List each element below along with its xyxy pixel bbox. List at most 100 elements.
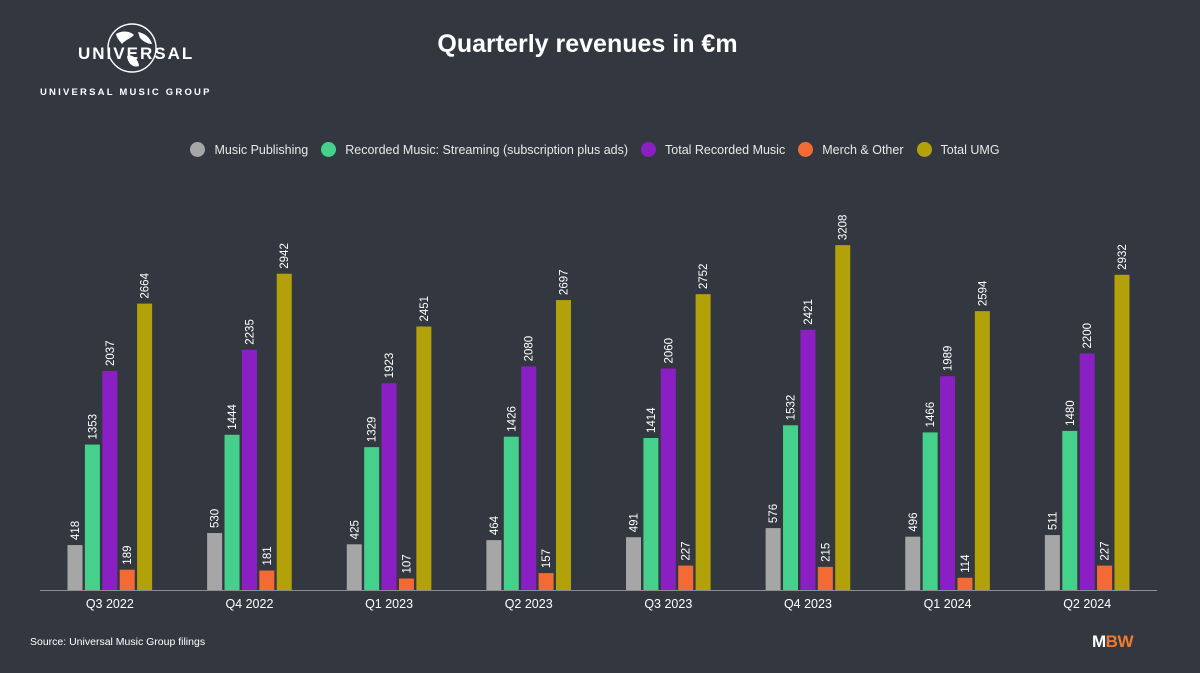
data-label: 2932 — [1117, 244, 1129, 270]
bar — [84, 444, 100, 590]
bar — [276, 273, 292, 590]
legend-label: Total Recorded Music — [665, 142, 786, 157]
data-label: 2421 — [803, 299, 815, 325]
bar — [643, 437, 659, 590]
bar — [67, 545, 83, 590]
data-label: 464 — [489, 515, 501, 535]
data-label: 227 — [681, 541, 693, 560]
data-label: 530 — [210, 509, 222, 528]
data-label: 181 — [262, 546, 274, 565]
x-tick-label: Q1 2023 — [365, 597, 413, 611]
data-label: 1329 — [367, 417, 379, 443]
bar — [660, 368, 676, 590]
data-label: 1989 — [943, 346, 955, 372]
bar — [241, 349, 257, 590]
bar — [521, 366, 537, 590]
bar — [398, 578, 414, 590]
data-label: 1444 — [227, 404, 239, 430]
legend-label: Music Publishing — [214, 142, 309, 157]
bar — [364, 447, 380, 590]
legend-swatch — [190, 142, 206, 157]
data-label: 1480 — [1065, 400, 1077, 426]
bar — [940, 376, 956, 590]
legend-label: Total UMG — [940, 142, 1000, 157]
bar — [119, 569, 135, 590]
legend-swatch — [916, 142, 932, 157]
bar — [346, 544, 362, 590]
bar — [817, 566, 833, 590]
data-label: 2235 — [244, 319, 256, 345]
bar — [555, 300, 571, 590]
x-tick-label: Q3 2022 — [86, 597, 134, 611]
data-label: 496 — [908, 512, 920, 531]
mbw-logo-bw: BW — [1105, 632, 1134, 651]
universal-music-group-logo: UNIVERSAL UNIVERSAL MUSIC GROUP — [30, 22, 240, 102]
data-label: 2037 — [105, 340, 117, 366]
bar — [381, 383, 397, 590]
mbw-logo-m: M — [1092, 632, 1106, 651]
chart-title: Quarterly revenues in €m — [437, 30, 738, 58]
bar — [1062, 430, 1078, 590]
bar — [765, 528, 781, 590]
legend-label: Merch & Other — [822, 142, 904, 157]
data-label: 2200 — [1082, 323, 1094, 349]
data-label: 2697 — [558, 269, 570, 295]
bar — [905, 536, 921, 590]
legend-item: Total Recorded Music — [641, 142, 785, 157]
bar — [800, 329, 816, 590]
data-label: 2060 — [663, 338, 675, 364]
bar — [957, 577, 973, 590]
data-label: 1532 — [786, 395, 798, 421]
bar — [137, 303, 153, 590]
legend-item: Total UMG — [916, 142, 1000, 157]
bar — [1044, 535, 1060, 590]
bar — [626, 537, 642, 590]
data-label: 2594 — [977, 280, 989, 306]
data-label: 1426 — [506, 406, 518, 432]
data-label: 2752 — [698, 264, 710, 290]
data-label: 511 — [1047, 512, 1059, 530]
legend-item: Recorded Music: Streaming (subscription … — [321, 142, 628, 157]
data-label: 114 — [960, 554, 972, 573]
bar — [1114, 274, 1130, 590]
bar — [1079, 353, 1095, 590]
bar — [922, 432, 938, 590]
bar — [207, 533, 223, 590]
data-label: 157 — [541, 549, 553, 568]
data-label: 1414 — [646, 407, 658, 433]
logo-subtitle: UNIVERSAL MUSIC GROUP — [40, 87, 212, 98]
x-tick-label: Q2 2023 — [505, 597, 553, 611]
legend-swatch — [641, 142, 657, 157]
legend-swatch — [321, 142, 337, 157]
bar — [974, 311, 990, 590]
bar — [538, 573, 554, 590]
x-tick-label: Q3 2023 — [644, 597, 692, 611]
data-label: 107 — [401, 554, 413, 573]
bar — [503, 436, 519, 590]
data-label: 425 — [349, 520, 361, 539]
x-tick-label: Q1 2024 — [924, 597, 972, 611]
bar — [695, 294, 711, 590]
chart-legend: Music Publishing Recorded Music: Streamin… — [0, 142, 1190, 157]
data-label: 2942 — [279, 243, 291, 269]
data-label: 418 — [70, 521, 82, 540]
bar — [486, 540, 502, 590]
mbw-logo: MBW — [1092, 632, 1134, 652]
data-label: 576 — [768, 504, 780, 523]
data-label: 1466 — [925, 402, 937, 428]
bar — [259, 570, 275, 590]
x-tick-label: Q4 2022 — [225, 597, 273, 611]
bar — [783, 425, 799, 590]
data-label: 3208 — [838, 215, 850, 241]
bar — [224, 434, 240, 590]
data-label: 2451 — [419, 296, 431, 322]
bar — [835, 245, 851, 590]
legend-item: Music Publishing — [190, 142, 308, 157]
bar — [1097, 565, 1113, 590]
legend-label: Recorded Music: Streaming (subscription … — [345, 142, 629, 157]
data-label: 2664 — [140, 272, 152, 298]
bar — [678, 565, 694, 590]
data-label: 227 — [1100, 541, 1112, 560]
